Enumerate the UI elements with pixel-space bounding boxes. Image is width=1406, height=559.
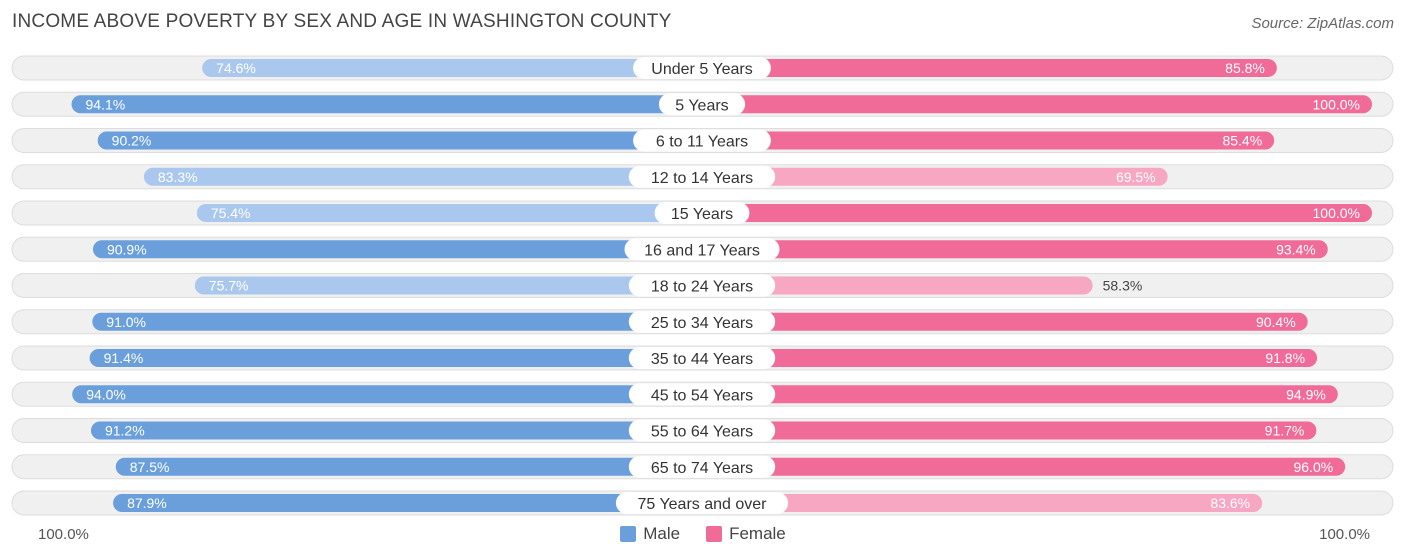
- male-value-label: 75.4%: [211, 205, 251, 221]
- category-label: 18 to 24 Years: [651, 279, 753, 296]
- male-bar: [92, 312, 703, 331]
- male-bar: [89, 349, 703, 367]
- legend-item-female: Female: [706, 524, 786, 544]
- male-value-label: 90.2%: [112, 133, 152, 149]
- male-value-label: 90.9%: [107, 241, 147, 257]
- bar-chart: 74.6% 85.8% Under 5 Years 94.1% 100.0% 5 Year…: [11, 55, 1394, 516]
- category-label: Under 5 Years: [651, 61, 752, 78]
- male-value-label: 91.2%: [105, 423, 145, 439]
- female-value-label: 100.0%: [1313, 205, 1360, 221]
- category-pill: [628, 310, 776, 333]
- female-value-label: 90.4%: [1256, 314, 1296, 330]
- category-label: 35 to 44 Years: [651, 351, 753, 368]
- category-label: 16 and 17 Years: [644, 242, 760, 259]
- chart-title: INCOME ABOVE POVERTY BY SEX AND AGE IN W…: [12, 11, 672, 32]
- female-value-label: 85.4%: [1222, 133, 1262, 149]
- male-bar: [115, 457, 702, 476]
- female-bar: [702, 421, 1317, 440]
- category-pill: [624, 238, 780, 261]
- category-pill: [628, 347, 776, 369]
- category-label: 15 Years: [671, 206, 733, 223]
- female-value-label: 69.5%: [1116, 169, 1156, 185]
- category-label: 75 Years and over: [638, 496, 768, 513]
- source-label: Source: ZipAtlas.com: [1251, 15, 1394, 32]
- male-value-label: 87.5%: [130, 459, 170, 475]
- female-value-label: 100.0%: [1313, 96, 1360, 112]
- category-label: 55 to 64 Years: [651, 424, 753, 441]
- male-value-label: 91.0%: [106, 314, 146, 330]
- female-value-label: 91.7%: [1265, 423, 1305, 439]
- female-value-label: 91.8%: [1265, 350, 1305, 366]
- female-bar: [702, 59, 1277, 77]
- category-label: 65 to 74 Years: [651, 460, 753, 477]
- female-bar: [702, 204, 1372, 222]
- male-value-label: 83.3%: [158, 169, 198, 185]
- female-bar: [702, 349, 1318, 367]
- female-bar: [702, 494, 1263, 512]
- legend-label-male: Male: [643, 524, 681, 543]
- legend-item-male: Male: [620, 524, 680, 544]
- category-pill: [628, 274, 776, 297]
- female-value-label: 96.0%: [1293, 459, 1333, 475]
- legend-label-female: Female: [729, 524, 786, 543]
- female-bar: [702, 95, 1372, 114]
- category-label: 45 to 54 Years: [651, 387, 753, 404]
- category-label: 5 Years: [675, 97, 728, 114]
- legend-swatch-female: [706, 526, 723, 542]
- category-pill: [628, 455, 776, 478]
- category-pill: [628, 419, 776, 442]
- category-label: 25 to 34 Years: [651, 315, 753, 332]
- female-value-label: 83.6%: [1210, 495, 1250, 511]
- category-pill: [633, 57, 771, 79]
- category-pill: [633, 129, 771, 152]
- female-bar: [702, 167, 1168, 186]
- axis-left-label: 100.0%: [38, 526, 89, 543]
- male-bar: [196, 204, 702, 222]
- male-bar: [194, 276, 702, 295]
- legend: Male Female: [0, 524, 1406, 544]
- category-pill: [615, 492, 789, 514]
- male-bar: [90, 421, 702, 440]
- female-bar: [702, 385, 1338, 404]
- axis-right-label: 100.0%: [1319, 526, 1370, 543]
- male-bar: [113, 494, 702, 512]
- female-value-label: 58.3%: [1103, 278, 1143, 294]
- female-value-label: 94.9%: [1286, 386, 1326, 402]
- male-value-label: 87.9%: [127, 495, 167, 511]
- female-value-label: 85.8%: [1225, 60, 1265, 76]
- category-pill: [654, 202, 750, 224]
- category-label: 12 to 14 Years: [651, 170, 753, 187]
- female-bar: [702, 457, 1346, 476]
- male-value-label: 91.4%: [104, 350, 144, 366]
- female-bar: [702, 240, 1328, 259]
- male-bar: [72, 385, 702, 404]
- male-bar: [202, 59, 702, 77]
- male-value-label: 75.7%: [209, 278, 249, 294]
- male-bar: [71, 95, 702, 114]
- male-bar: [92, 240, 703, 259]
- category-pill: [658, 93, 746, 116]
- male-bar: [143, 167, 702, 186]
- female-bar: [702, 131, 1275, 150]
- male-value-label: 94.1%: [86, 96, 126, 112]
- male-bar: [97, 131, 702, 150]
- female-bar: [702, 276, 1093, 295]
- female-bar: [702, 312, 1308, 331]
- category-pill: [628, 165, 776, 188]
- legend-swatch-male: [620, 526, 637, 542]
- male-value-label: 94.0%: [86, 386, 126, 402]
- category-label: 6 to 11 Years: [656, 134, 748, 151]
- male-value-label: 74.6%: [216, 60, 256, 76]
- female-value-label: 93.4%: [1276, 241, 1316, 257]
- category-pill: [628, 383, 776, 406]
